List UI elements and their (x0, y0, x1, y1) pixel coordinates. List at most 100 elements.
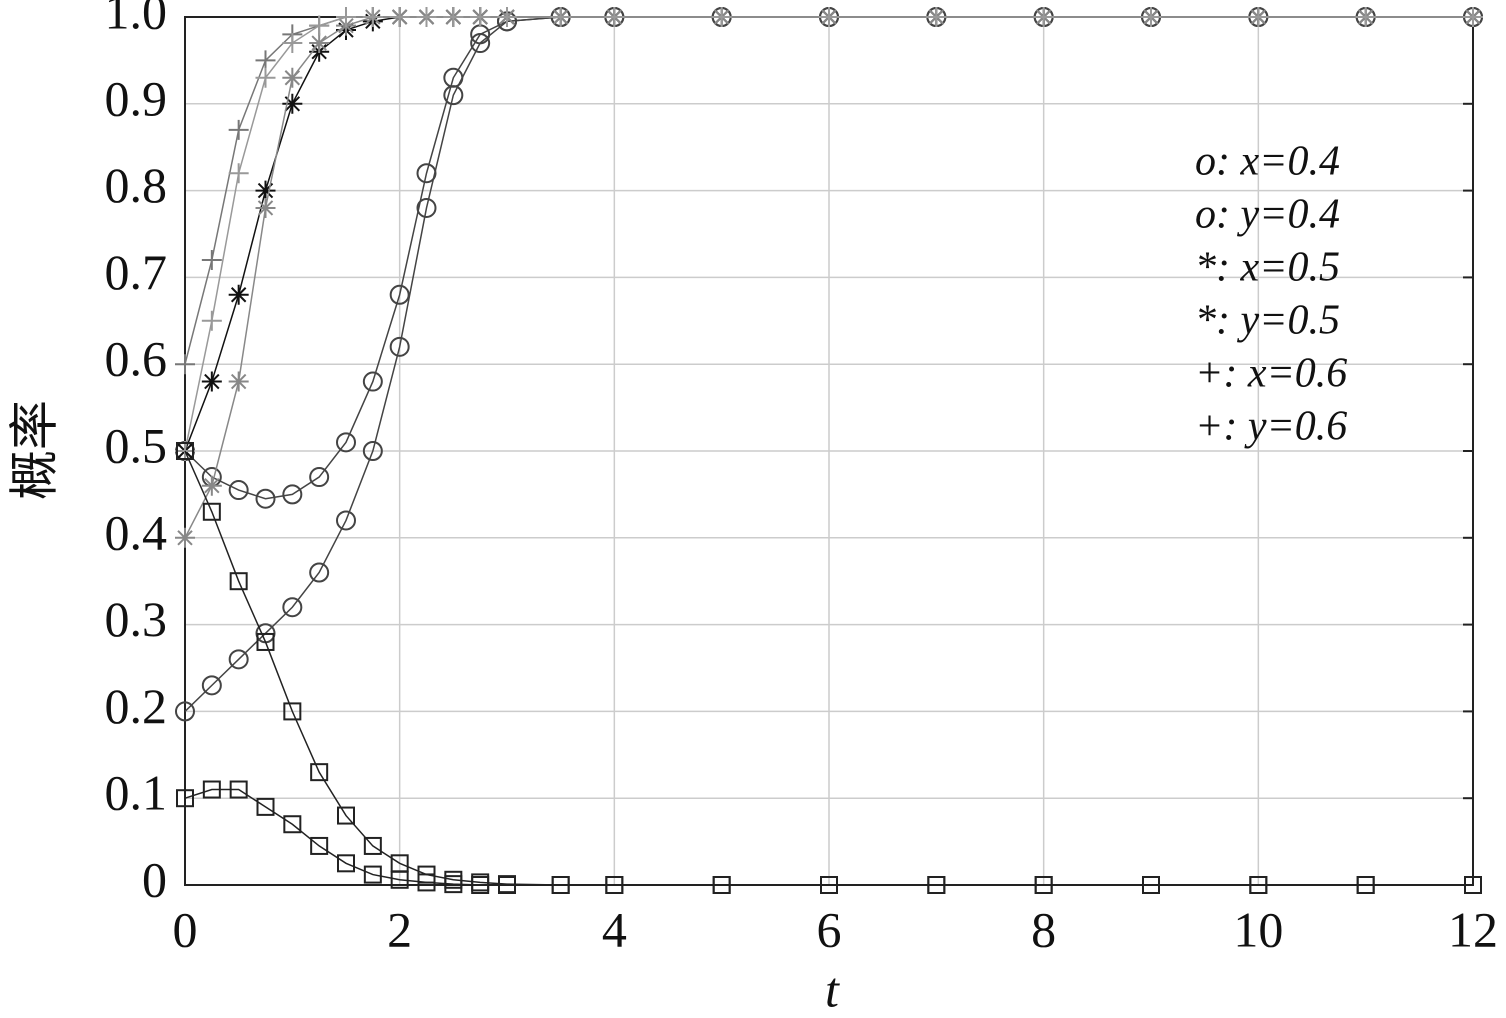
legend-entry: +: x=0.6 (1195, 351, 1347, 397)
marker (471, 876, 490, 894)
marker (282, 33, 303, 54)
marker (175, 527, 195, 548)
marker (497, 7, 517, 27)
y-tick-label: 0.5 (105, 417, 168, 473)
marker (470, 7, 491, 27)
y-tick-label: 1.0 (105, 0, 168, 39)
marker (389, 336, 410, 357)
y-tick-label: 0.9 (105, 70, 168, 126)
legend-entry: *: x=0.5 (1195, 245, 1340, 291)
x-tick-label: 8 (1031, 901, 1056, 957)
marker (443, 85, 464, 106)
marker (309, 467, 330, 488)
marker (820, 876, 838, 894)
marker (1249, 876, 1268, 894)
marker (201, 250, 222, 271)
marker (282, 93, 303, 114)
marker (255, 197, 276, 218)
marker (201, 310, 222, 331)
marker (417, 873, 436, 892)
x-tick-label: 0 (173, 901, 198, 957)
marker (443, 7, 464, 27)
marker (604, 7, 625, 27)
y-tick-label: 0.2 (105, 678, 168, 734)
marker (389, 284, 410, 305)
y-tick-label: 0.4 (105, 504, 168, 560)
x-axis-label: t (825, 961, 840, 1017)
y-tick-label: 0.3 (105, 591, 168, 647)
marker (1464, 876, 1482, 894)
marker (201, 475, 222, 496)
marker (362, 371, 383, 392)
marker (416, 197, 437, 218)
marker (175, 354, 195, 375)
x-tick-label: 12 (1448, 901, 1498, 957)
marker (1033, 7, 1054, 27)
y-tick-label: 0 (142, 851, 167, 907)
marker (363, 836, 382, 855)
marker (389, 7, 410, 27)
marker (283, 702, 302, 721)
x-tick-label: 10 (1233, 901, 1283, 957)
marker (202, 780, 221, 799)
marker (1355, 7, 1376, 27)
legend-entry: o: y=0.4 (1195, 192, 1340, 238)
marker (175, 701, 195, 722)
marker (256, 632, 275, 651)
marker (926, 7, 947, 27)
marker (201, 371, 222, 392)
marker (605, 876, 624, 894)
y-axis-label: 概率 (6, 400, 62, 500)
marker (336, 510, 356, 531)
marker (255, 67, 276, 88)
marker (229, 780, 248, 799)
marker (416, 7, 437, 27)
marker (712, 876, 731, 894)
marker (711, 7, 732, 27)
marker (229, 572, 248, 591)
marker (228, 284, 249, 305)
marker (282, 597, 303, 618)
marker (176, 789, 194, 808)
marker (336, 432, 356, 453)
marker (1356, 876, 1375, 894)
marker (256, 797, 275, 816)
legend-entry: +: y=0.6 (1195, 404, 1347, 450)
marker (444, 875, 463, 894)
marker (228, 119, 249, 140)
marker (228, 163, 249, 184)
marker (255, 50, 276, 71)
legend-entry: *: y=0.5 (1195, 298, 1340, 344)
marker (309, 15, 330, 36)
marker (363, 865, 382, 884)
marker (228, 480, 249, 501)
marker (228, 371, 249, 392)
y-tick-label: 0.1 (105, 765, 168, 821)
marker (309, 562, 330, 583)
marker (390, 870, 409, 889)
marker (176, 442, 194, 460)
marker (337, 854, 355, 873)
y-tick-label: 0.8 (105, 157, 168, 213)
marker (551, 876, 570, 894)
marker (255, 180, 276, 201)
legend-entry: o: x=0.4 (1195, 139, 1340, 185)
x-tick-label: 6 (817, 901, 842, 957)
marker (202, 502, 221, 521)
marker (819, 7, 839, 27)
x-tick-label: 2 (387, 901, 412, 957)
y-tick-label: 0.7 (105, 244, 168, 300)
x-tick-label: 4 (602, 901, 627, 957)
marker (362, 441, 383, 461)
marker (1141, 7, 1161, 27)
marker (255, 488, 276, 509)
marker (310, 836, 329, 855)
marker (282, 484, 303, 505)
marker (283, 815, 302, 834)
marker (337, 806, 355, 825)
y-tick-label: 0.6 (105, 331, 168, 387)
marker (550, 7, 571, 27)
marker (362, 7, 383, 27)
marker (309, 33, 330, 54)
